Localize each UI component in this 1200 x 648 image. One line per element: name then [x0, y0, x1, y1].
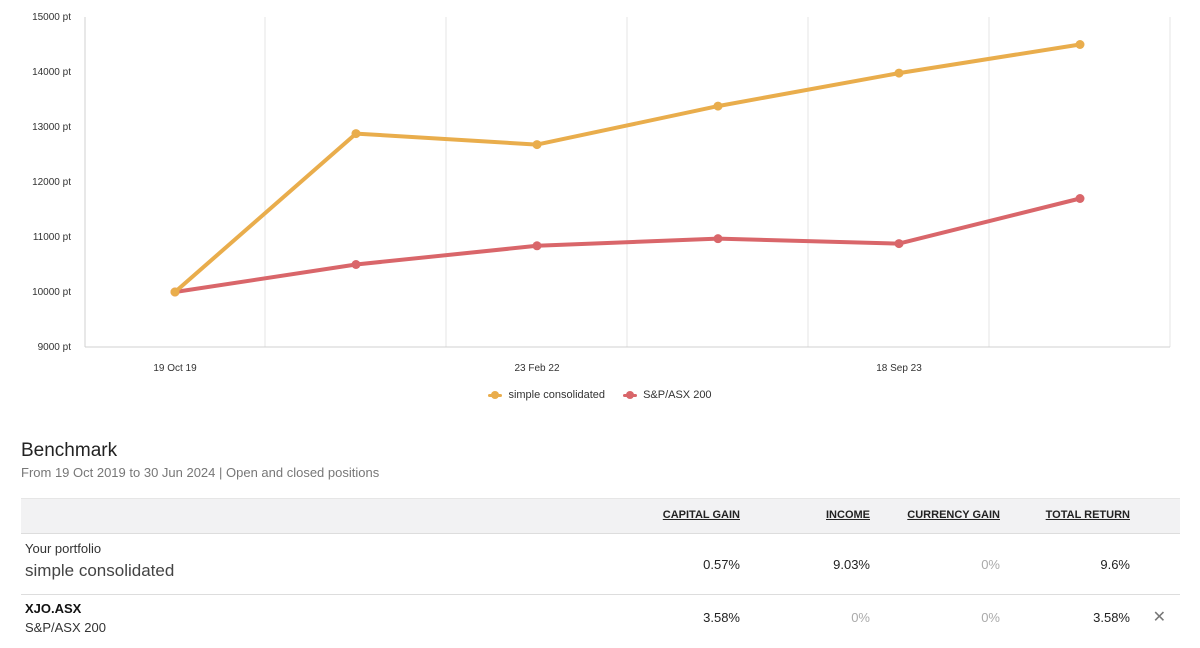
column-currency-gain[interactable]: CURRENCY GAIN — [907, 509, 1000, 521]
benchmark-subtitle: From 19 Oct 2019 to 30 Jun 2024 | Open a… — [21, 465, 380, 480]
capital-gain-value: 0.57% — [703, 557, 740, 572]
table-row: XJO.ASX S&P/ASX 200 3.58% 0% 0% 3.58% ✕ — [21, 595, 1180, 645]
benchmark-name: S&P/ASX 200 — [25, 620, 106, 635]
column-total-return[interactable]: TOTAL RETURN — [1045, 509, 1130, 521]
y-tick-label: 10000 pt — [32, 287, 71, 298]
legend-label: simple consolidated — [508, 389, 606, 401]
y-tick-label: 12000 pt — [32, 177, 71, 188]
y-tick-label: 15000 pt — [32, 12, 71, 23]
currency-gain-value: 0% — [981, 557, 1000, 572]
x-tick-label: 19 Oct 19 — [153, 363, 197, 374]
data-point — [1075, 40, 1085, 49]
series-line — [173, 196, 1082, 294]
portfolio-name: simple consolidated — [25, 561, 175, 580]
table-header: CAPITAL GAIN INCOME CURRENCY GAIN TOTAL … — [21, 498, 1180, 534]
series-line — [173, 42, 1082, 294]
data-point — [894, 239, 904, 249]
data-point — [713, 101, 723, 111]
remove-benchmark-icon[interactable]: ✕ — [1152, 609, 1166, 626]
data-point — [170, 287, 180, 297]
data-point — [532, 241, 542, 251]
legend-item-asx200[interactable]: S&P/ASX 200 — [623, 389, 712, 401]
benchmark-title: Benchmark — [21, 440, 118, 461]
data-point — [351, 260, 361, 269]
data-point — [1075, 194, 1085, 203]
row-label-small: Your portfolio — [25, 541, 102, 556]
y-tick-label: 14000 pt — [32, 67, 71, 78]
currency-gain-value: 0% — [981, 610, 1000, 625]
chart-legend: simple consolidated S&P/ASX 200 — [0, 389, 1200, 401]
income-value: 9.03% — [833, 557, 870, 572]
x-tick-label: 18 Sep 23 — [876, 363, 922, 374]
legend-item-simple-consolidated[interactable]: simple consolidated — [488, 389, 605, 401]
capital-gain-value: 3.58% — [703, 610, 740, 625]
y-tick-label: 11000 pt — [33, 232, 71, 243]
benchmark-code: XJO.ASX — [25, 601, 82, 616]
x-tick-label: 23 Feb 22 — [514, 363, 559, 374]
y-tick-label: 13000 pt — [32, 122, 71, 133]
legend-swatch-red — [623, 391, 638, 399]
column-capital-gain[interactable]: CAPITAL GAIN — [662, 509, 740, 521]
performance-chart: 15000 pt 14000 pt 13000 pt 12000 pt 11000 pt… — [32, 12, 1171, 374]
data-point — [532, 140, 542, 150]
table-row: Your portfolio simple consolidated 0.57%… — [21, 534, 1180, 595]
column-income[interactable]: INCOME — [826, 509, 870, 521]
data-point — [713, 234, 723, 244]
income-value: 0% — [851, 610, 870, 625]
legend-swatch-orange — [488, 391, 503, 399]
legend-label: S&P/ASX 200 — [643, 389, 712, 401]
total-return-value: 9.6% — [1100, 557, 1130, 572]
data-point — [894, 68, 904, 78]
data-point — [351, 129, 361, 139]
y-tick-label: 9000 pt — [38, 342, 72, 353]
benchmark-table: CAPITAL GAIN INCOME CURRENCY GAIN TOTAL … — [21, 498, 1180, 645]
total-return-value: 3.58% — [1093, 610, 1130, 625]
